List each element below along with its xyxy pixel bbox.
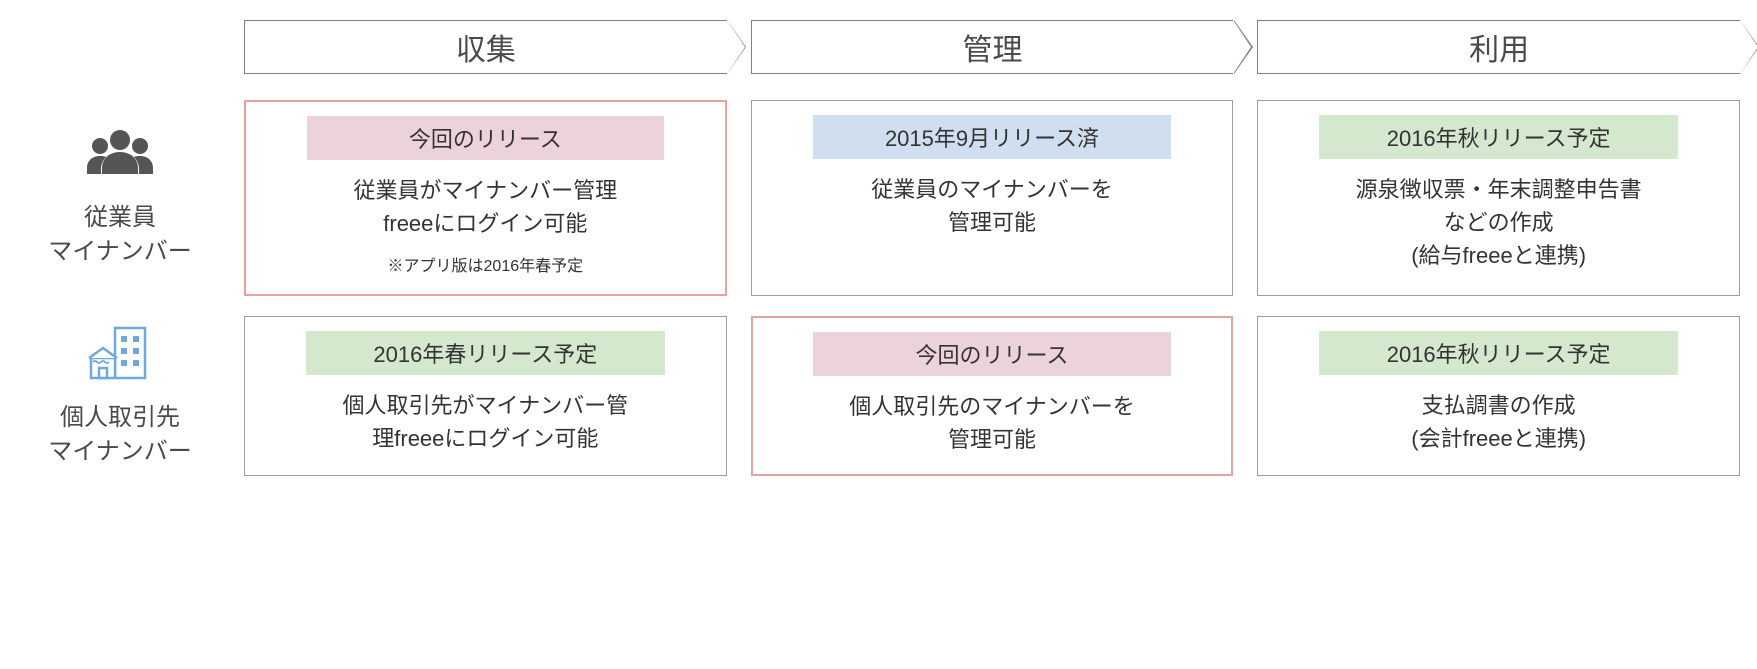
note-employee-collect: ※アプリ版は2016年春予定 xyxy=(388,252,584,276)
header-collect-label: 収集 xyxy=(456,25,516,69)
desc-employee-manage: 従業員のマイナンバーを 管理可能 xyxy=(871,173,1113,239)
building-icon xyxy=(85,324,155,394)
badge-employee-manage: 2015年9月リリース済 xyxy=(813,115,1172,159)
header-use-label: 利用 xyxy=(1469,25,1529,69)
badge-vendor-use: 2016年秋リリース予定 xyxy=(1319,331,1678,375)
card-vendor-manage: 今回のリリース 個人取引先のマイナンバーを 管理可能 xyxy=(751,316,1234,476)
badge-vendor-manage: 今回のリリース xyxy=(813,332,1170,376)
desc-employee-use: 源泉徴収票・年末調整申告書 などの作成 (給与freeeと連携) xyxy=(1356,173,1642,272)
row-employee-line1: 従業員 xyxy=(84,201,156,235)
card-employee-manage: 2015年9月リリース済 従業員のマイナンバーを 管理可能 xyxy=(751,100,1234,296)
row-vendor-line2: マイナンバー xyxy=(48,435,192,469)
row-vendor-line1: 個人取引先 xyxy=(60,401,180,435)
card-vendor-collect: 2016年春リリース予定 個人取引先がマイナンバー管 理freeeにログイン可能 xyxy=(244,316,727,476)
people-icon xyxy=(85,128,155,194)
header-use: 利用 xyxy=(1257,20,1740,74)
card-employee-collect: 今回のリリース 従業員がマイナンバー管理 freeeにログイン可能 ※アプリ版は… xyxy=(244,100,727,296)
desc-employee-collect: 従業員がマイナンバー管理 freeeにログイン可能 xyxy=(354,174,618,240)
badge-vendor-collect: 2016年春リリース予定 xyxy=(306,331,665,375)
header-manage: 管理 xyxy=(751,20,1234,74)
header-collect: 収集 xyxy=(244,20,727,74)
desc-vendor-use: 支払調書の作成 (会計freeeと連携) xyxy=(1411,389,1586,455)
card-employee-use: 2016年秋リリース予定 源泉徴収票・年末調整申告書 などの作成 (給与free… xyxy=(1257,100,1740,296)
desc-vendor-manage: 個人取引先のマイナンバーを 管理可能 xyxy=(849,390,1135,456)
card-vendor-use: 2016年秋リリース予定 支払調書の作成 (会計freeeと連携) xyxy=(1257,316,1740,476)
corner-empty xyxy=(20,20,220,80)
badge-employee-collect: 今回のリリース xyxy=(307,116,664,160)
badge-employee-use: 2016年秋リリース予定 xyxy=(1319,115,1678,159)
row-label-vendor: 個人取引先 マイナンバー xyxy=(20,316,220,476)
release-matrix: 収集 管理 利用 従業員 マイナンバー 今回のリリース 従業員がマイナンバー管 xyxy=(20,20,1740,476)
row-label-employee: 従業員 マイナンバー xyxy=(20,100,220,296)
row-employee-line2: マイナンバー xyxy=(48,235,192,269)
desc-vendor-collect: 個人取引先がマイナンバー管 理freeeにログイン可能 xyxy=(343,389,629,455)
header-manage-label: 管理 xyxy=(962,25,1022,69)
